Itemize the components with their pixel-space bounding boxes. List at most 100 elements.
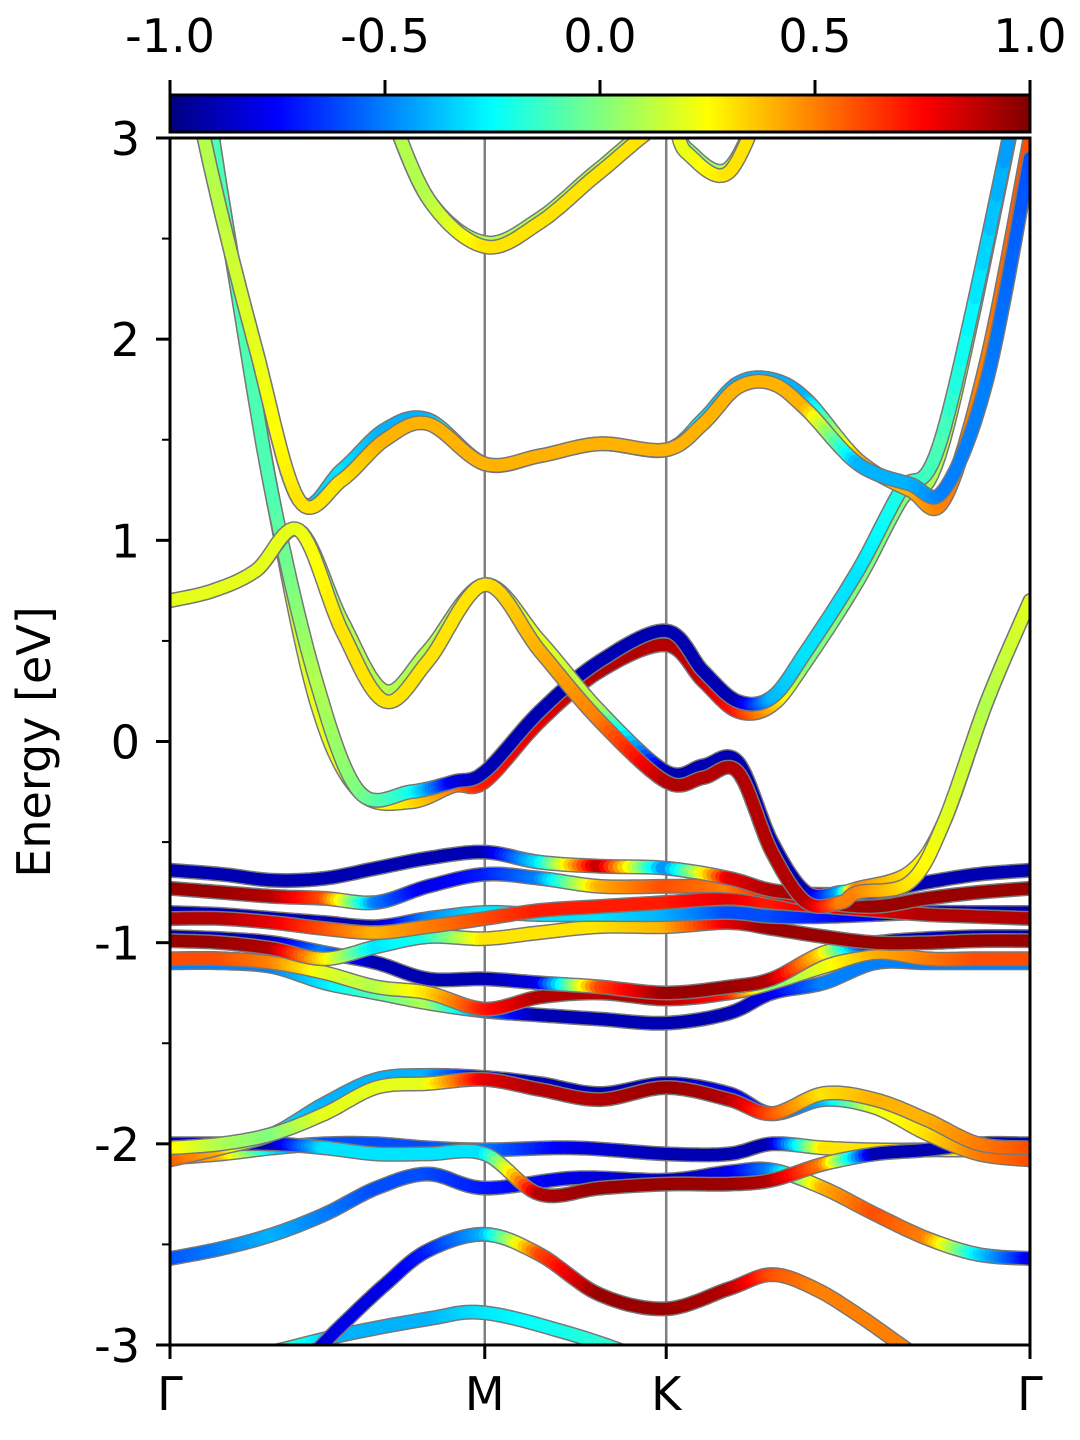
band-segment <box>902 1343 912 1345</box>
band-segment <box>975 1394 982 1398</box>
band-segment <box>188 1363 194 1364</box>
band-outline <box>268 1304 629 1345</box>
band-segment <box>266 1390 271 1394</box>
band-segment <box>790 1382 796 1383</box>
band-segment <box>313 1343 322 1345</box>
band-segment <box>1026 1423 1030 1425</box>
band-segment <box>990 1402 997 1406</box>
band-segment <box>281 1340 299 1345</box>
band-segment <box>256 1354 262 1355</box>
band-segment <box>855 1390 861 1391</box>
band-segment <box>944 1375 949 1378</box>
band-segment <box>189 67 193 84</box>
band-segment <box>286 1375 290 1379</box>
colorbar: -1.0 -0.5 0.0 0.5 1.0 <box>125 9 1067 134</box>
band-19 <box>174 0 1030 517</box>
band-segment <box>838 1388 844 1389</box>
band-segment <box>261 1394 266 1398</box>
band-segment <box>1004 1410 1011 1414</box>
colorbar-tick-label: -0.5 <box>340 9 430 63</box>
colorbar-gradient <box>168 93 1032 134</box>
band-segment <box>183 1363 189 1364</box>
band-segment <box>204 1436 208 1439</box>
band-segment <box>777 1381 783 1382</box>
band-segment <box>222 1422 226 1425</box>
band-segment <box>971 1401 982 1402</box>
band-segment <box>231 1415 236 1418</box>
band-segment <box>655 1362 661 1364</box>
colorbar-tick-label: 1.0 <box>993 9 1066 63</box>
band-segment <box>694 1371 698 1372</box>
band-segment <box>243 1356 250 1357</box>
band-segment <box>909 1351 912 1353</box>
band-segment <box>702 1372 706 1373</box>
band-segment <box>204 78 207 96</box>
band-segment <box>226 1419 231 1422</box>
band-segment <box>850 1390 856 1391</box>
band-segment <box>898 1341 912 1345</box>
colorbar-tick-label: 0.5 <box>778 9 851 63</box>
band-segment <box>912 1353 915 1355</box>
band-outline <box>196 138 1030 517</box>
band-segment <box>299 1364 303 1368</box>
band-segment <box>920 1359 923 1361</box>
band-segment <box>928 1398 938 1399</box>
band-segment <box>719 1374 724 1375</box>
band-segment <box>734 1376 740 1377</box>
band-segment <box>174 0 177 7</box>
band-segment <box>698 1371 702 1372</box>
band-segment <box>833 1387 839 1388</box>
band-segment <box>275 1343 284 1345</box>
band-segment <box>873 1392 879 1393</box>
band-segment <box>250 1355 256 1356</box>
band-segment <box>815 1385 821 1386</box>
band-segment <box>290 1372 294 1376</box>
colorbar-tick-label: -1.0 <box>125 9 215 63</box>
band-segment <box>178 1364 183 1365</box>
band-segment <box>213 1429 217 1432</box>
band-segment <box>201 1361 208 1362</box>
band-segment <box>997 138 1016 169</box>
band-segment <box>642 1358 648 1360</box>
band-segment <box>894 1395 902 1396</box>
band-segment <box>929 1365 932 1367</box>
band-segment <box>635 1356 642 1358</box>
band-segment <box>724 1375 729 1376</box>
band-segment <box>940 1372 944 1375</box>
band-segment <box>189 67 193 84</box>
band-segment <box>949 1399 960 1400</box>
band-segment <box>932 1367 936 1369</box>
band-segment <box>949 1378 955 1381</box>
band-segment <box>681 1369 685 1370</box>
band-segment <box>629 1353 636 1355</box>
band-segment <box>706 1372 710 1373</box>
band-6 <box>170 1071 1030 1156</box>
band-segment <box>194 1362 200 1363</box>
band-segment <box>268 1351 274 1352</box>
band-segment <box>982 1402 992 1403</box>
band-segment <box>752 1378 758 1379</box>
band-segment <box>281 1379 286 1383</box>
band-segment <box>758 1379 764 1380</box>
band-20 <box>189 67 1030 515</box>
band-segment <box>764 1380 770 1381</box>
band-segment <box>236 1412 241 1416</box>
band-segment <box>783 1382 790 1383</box>
band-segment <box>208 1361 215 1362</box>
band-0 <box>178 1304 992 1403</box>
band-segment <box>968 1390 975 1394</box>
band-segment <box>796 1383 802 1384</box>
band-segment <box>236 1357 243 1358</box>
band-segment <box>661 1364 667 1366</box>
band-segment <box>648 1360 654 1362</box>
band-segment <box>303 1361 307 1365</box>
band-segment <box>229 1358 236 1359</box>
band-segment <box>277 1342 292 1345</box>
band-segment <box>241 1408 246 1412</box>
band-segment <box>955 1382 961 1386</box>
band-segment <box>215 1360 222 1361</box>
band-segment <box>222 1359 229 1360</box>
band-segment <box>936 1370 940 1373</box>
band-segment <box>209 1432 213 1435</box>
band-segment <box>939 1399 950 1400</box>
